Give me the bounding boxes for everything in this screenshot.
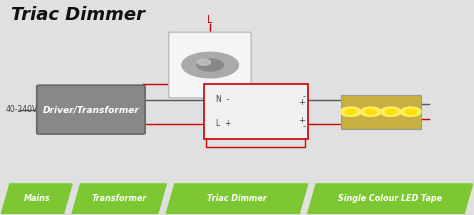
Bar: [204, 84, 308, 139]
Text: N  -: N -: [216, 95, 229, 104]
Circle shape: [401, 107, 421, 116]
Circle shape: [340, 107, 361, 116]
Circle shape: [197, 59, 223, 71]
FancyBboxPatch shape: [36, 85, 145, 134]
Text: Triac Dimmer: Triac Dimmer: [11, 6, 145, 24]
Circle shape: [385, 109, 396, 114]
Text: -: -: [302, 92, 305, 101]
Text: +: +: [299, 98, 305, 107]
FancyBboxPatch shape: [169, 32, 251, 98]
Text: +: +: [299, 116, 305, 125]
Circle shape: [182, 52, 238, 78]
Bar: [341, 95, 421, 129]
Text: L: L: [207, 15, 213, 25]
Text: Transformer: Transformer: [91, 194, 147, 203]
Circle shape: [345, 109, 356, 114]
Circle shape: [380, 107, 401, 116]
Text: 40-240V: 40-240V: [6, 105, 38, 114]
Polygon shape: [1, 184, 72, 214]
Text: Triac Dimmer: Triac Dimmer: [207, 194, 267, 203]
Circle shape: [405, 109, 417, 114]
Text: L  +: L +: [216, 119, 231, 128]
Text: -: -: [302, 123, 305, 132]
Text: Single Colour LED Tape: Single Colour LED Tape: [338, 194, 442, 203]
Text: Driver/Transformer: Driver/Transformer: [43, 105, 139, 114]
Polygon shape: [308, 184, 473, 214]
Circle shape: [197, 59, 210, 65]
Polygon shape: [72, 184, 166, 214]
Polygon shape: [166, 184, 308, 214]
Circle shape: [360, 107, 381, 116]
Text: Mains: Mains: [23, 194, 50, 203]
Circle shape: [365, 109, 376, 114]
